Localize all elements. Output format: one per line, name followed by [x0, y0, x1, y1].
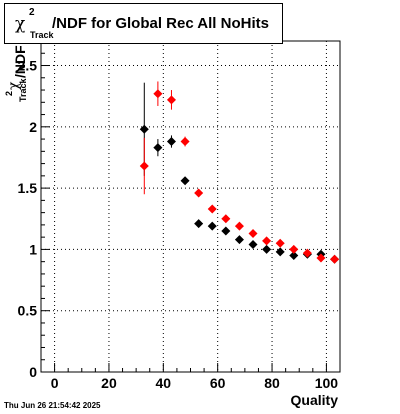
series-1 [139, 81, 340, 264]
y-axis-label: /NDF Track χ 2 [4, 45, 38, 126]
data-point [139, 161, 149, 171]
x-tick-label: 40 [156, 375, 172, 391]
data-points [139, 81, 340, 264]
data-point [289, 244, 299, 254]
plot-frame [40, 40, 341, 373]
title-chi: χ [15, 14, 26, 34]
y-tick-label: 1 [29, 241, 37, 257]
data-point [248, 240, 258, 250]
title-subscript: Track [30, 30, 54, 40]
y-label-chi: χ [6, 81, 22, 90]
data-point [330, 254, 340, 264]
data-point [194, 219, 204, 229]
data-point [194, 188, 204, 198]
data-point [153, 89, 163, 99]
data-point [166, 95, 176, 105]
y-tick-label: 0 [29, 364, 37, 380]
data-point [139, 124, 149, 134]
x-tick-label: 80 [264, 375, 280, 391]
y-tick-label: 0.5 [18, 303, 38, 319]
data-point [302, 248, 312, 258]
data-point [180, 137, 190, 147]
y-label-superscript: 2 [4, 90, 14, 96]
y-tick-label: 1.5 [18, 180, 38, 196]
chart-title: /NDF for Global Rec All NoHits [52, 15, 269, 32]
data-point [180, 176, 190, 186]
data-point [234, 221, 244, 231]
data-point [262, 244, 272, 254]
x-tick-label: 0 [51, 375, 59, 391]
title-superscript: 2 [29, 7, 35, 18]
data-point [221, 214, 231, 224]
x-tick-label: 100 [315, 375, 339, 391]
y-label-ndf: /NDF [12, 45, 28, 78]
data-point [234, 235, 244, 245]
series-0 [139, 82, 340, 264]
x-axis-label: Quality [290, 392, 338, 408]
data-point [221, 226, 231, 236]
data-point [248, 228, 258, 238]
data-point [207, 204, 217, 214]
x-tick-label: 20 [101, 375, 117, 391]
y-tick-label: 2.5 [18, 58, 38, 74]
data-point [275, 247, 285, 257]
data-point [207, 221, 217, 231]
data-point [262, 236, 272, 246]
data-point [316, 253, 326, 263]
grid-lines [41, 41, 340, 373]
axis-ticks [41, 40, 341, 373]
timestamp: Thu Jun 26 21:54:42 2025 [4, 401, 101, 410]
tick-labels: 0 20 40 60 80 100 0 0.5 1 1.5 2 2.5 [18, 58, 339, 391]
x-tick-label: 60 [210, 375, 226, 391]
data-point [275, 238, 285, 248]
y-tick-label: 2 [29, 119, 37, 135]
chart-title-box: χ 2 Track /NDF for Global Rec All NoHits [4, 3, 283, 44]
data-point [166, 137, 176, 147]
data-point [153, 143, 163, 153]
data-point [289, 251, 299, 261]
